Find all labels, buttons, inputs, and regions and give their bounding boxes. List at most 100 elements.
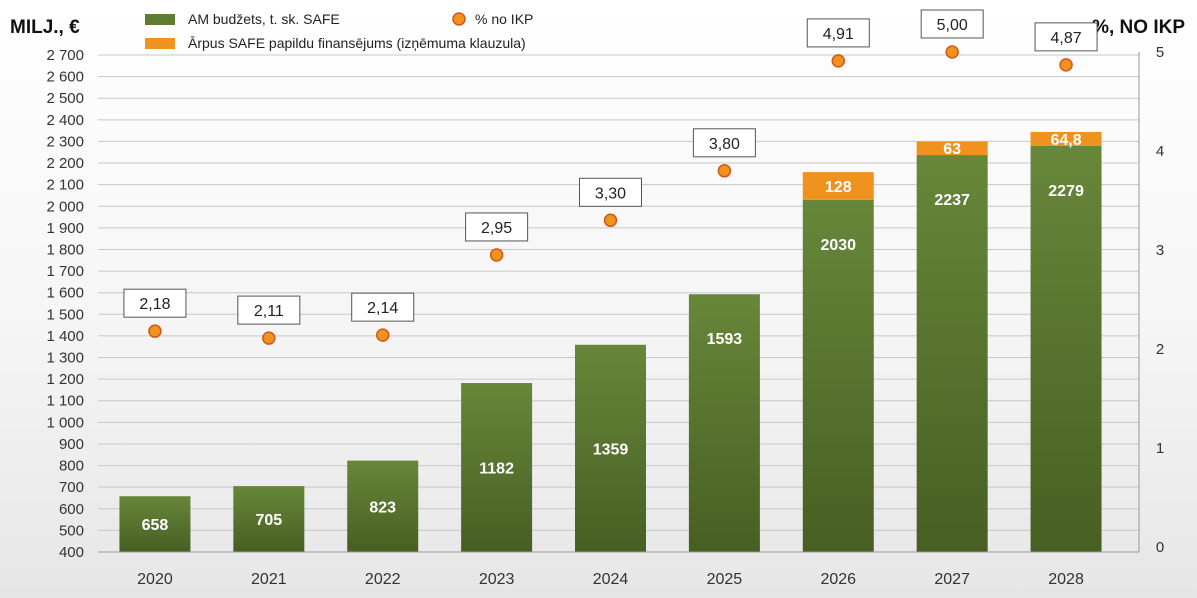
y-left-tick-label: 1 500 [46, 306, 84, 323]
bar-am-budget [1030, 145, 1102, 553]
left-axis-unit: MILJ., € [10, 17, 80, 38]
y-right-tick-label: 3 [1156, 242, 1164, 259]
extra-value-label: 128 [825, 179, 852, 196]
right-axis-unit: %, NO IKP [1092, 17, 1185, 38]
y-left-tick-label: 700 [59, 479, 84, 496]
pct-gdp-label-box [123, 288, 187, 318]
bar-value-label: 2279 [1048, 183, 1084, 200]
pct-gdp-label-box [920, 9, 984, 39]
x-tick-label: 2027 [934, 571, 970, 588]
pct-gdp-value-label: 3,80 [709, 136, 740, 153]
pct-gdp-marker [1059, 58, 1073, 72]
y-left-tick-label: 1 800 [46, 241, 84, 258]
y-left-tick-label: 900 [59, 436, 84, 453]
pct-gdp-marker [375, 328, 390, 342]
y-left-tick-label: 2 700 [46, 47, 84, 64]
pct-gdp-label-box [351, 292, 415, 322]
right-axis: 0 1 2 3 4 5 [1138, 44, 1164, 556]
x-tick-label: 2024 [593, 571, 629, 588]
legend-label-pct-gdp: % no IKP [475, 11, 533, 27]
pct-gdp-marker [489, 248, 504, 262]
y-left-tick-label: 500 [59, 522, 84, 539]
legend-label-am-budget: AM budžets, t. sk. SAFE [188, 11, 340, 27]
bar-value-label: 2237 [934, 192, 970, 209]
y-left-tick-label: 1 600 [46, 285, 84, 302]
y-left-tick-label: 2 300 [46, 133, 84, 150]
extra-value-label: 64,8 [1050, 132, 1081, 149]
legend: AM budžets, t. sk. SAFE Ārpus SAFE papil… [145, 11, 533, 51]
y-right-tick-label: 1 [1156, 440, 1164, 457]
y-left-tick-label: 1 000 [46, 414, 84, 431]
y-right-tick-label: 5 [1156, 44, 1164, 61]
y-left-tick-label: 2 500 [46, 90, 84, 107]
y-right-tick-label: 4 [1156, 143, 1164, 160]
x-tick-label: 2026 [820, 571, 856, 588]
pct-gdp-value-label: 2,18 [139, 296, 170, 313]
y-left-tick-label: 2 600 [46, 69, 84, 86]
bar-am-budget [575, 344, 646, 552]
legend-marker-pct-gdp [452, 12, 466, 26]
y-left-tick-label: 1 100 [46, 393, 84, 410]
pct-gdp-value-label: 2,95 [481, 220, 512, 237]
pct-gdp-label-box [579, 177, 642, 207]
pct-gdp-label-box [1034, 22, 1098, 52]
legend-swatch-am-budget [145, 14, 175, 25]
y-left-tick-label: 600 [59, 501, 84, 518]
extra-value-label: 63 [943, 141, 961, 158]
bar-value-label: 1359 [593, 441, 629, 458]
y-left-tick-label: 400 [59, 544, 84, 561]
bar-am-budget [802, 199, 874, 552]
x-tick-label: 2023 [479, 571, 515, 588]
pct-gdp-marker [717, 164, 732, 178]
pct-gdp-label-box [465, 212, 529, 242]
x-tick-label: 2025 [707, 571, 743, 588]
y-left-tick-label: 1 200 [46, 371, 84, 388]
pct-gdp-marker [603, 213, 618, 228]
bar-am-budget [461, 383, 533, 552]
bar-value-label: 658 [142, 517, 169, 534]
x-tick-label: 2020 [137, 571, 173, 588]
bar-value-label: 1182 [479, 461, 514, 478]
y-left-tick-label: 1 900 [46, 220, 84, 237]
y-left-tick-label: 2 100 [46, 177, 84, 194]
pct-gdp-value-label: 3,30 [595, 185, 626, 202]
legend-swatch-extra-funding [145, 38, 175, 49]
bar-extra-funding [1030, 131, 1102, 146]
bar-am-budget [119, 496, 191, 552]
bar-extra-funding [802, 172, 874, 200]
pct-gdp-label-box [692, 128, 756, 158]
bar-am-budget [688, 294, 760, 552]
pct-gdp-value-label: 4,87 [1050, 30, 1081, 47]
bar-value-label: 823 [369, 499, 396, 516]
pct-gdp-markers: 2,18 2,11 2,14 2,95 3,30 3,80 4,91 5,00 4,87 [123, 9, 1098, 345]
y-left-tick-label: 2 200 [46, 155, 84, 172]
bar-value-label: 1593 [707, 331, 743, 348]
bar-am-budget [233, 486, 305, 552]
pct-gdp-label-box [806, 18, 870, 48]
bar-value-label: 2030 [820, 237, 856, 254]
bar-extra-funding [916, 141, 988, 156]
y-left-tick-label: 800 [59, 458, 84, 475]
pct-gdp-value-label: 5,00 [937, 17, 968, 34]
legend-label-extra-funding: Ārpus SAFE papildu finansējums (izņēmuma… [188, 35, 526, 51]
pct-gdp-marker [945, 45, 959, 59]
pct-gdp-marker [831, 54, 846, 68]
y-left-tick-label: 2 000 [46, 198, 84, 215]
pct-gdp-value-label: 2,14 [367, 300, 398, 317]
x-axis: 2020 2021 2022 2023 2024 2025 2026 2027 2028 [98, 551, 1139, 588]
bar-value-label: 705 [255, 512, 282, 529]
bars: 658 705 823 1182 1359 1593 2030 128 2237 63 2279 64… [119, 131, 1102, 553]
y-left-tick-label: 2 400 [46, 112, 84, 129]
y-left-tick-label: 1 300 [46, 350, 84, 367]
pct-gdp-value-label: 2,11 [254, 303, 284, 320]
pct-gdp-label-box [237, 295, 301, 325]
pct-gdp-value-label: 4,91 [823, 26, 854, 43]
x-tick-label: 2022 [365, 571, 401, 588]
pct-gdp-marker [148, 324, 162, 338]
pct-gdp-marker [262, 331, 276, 345]
y-left-tick-label: 1 400 [46, 328, 84, 345]
y-left-tick-label: 1 700 [46, 263, 84, 280]
bar-am-budget [916, 155, 988, 552]
x-tick-label: 2021 [251, 571, 287, 588]
